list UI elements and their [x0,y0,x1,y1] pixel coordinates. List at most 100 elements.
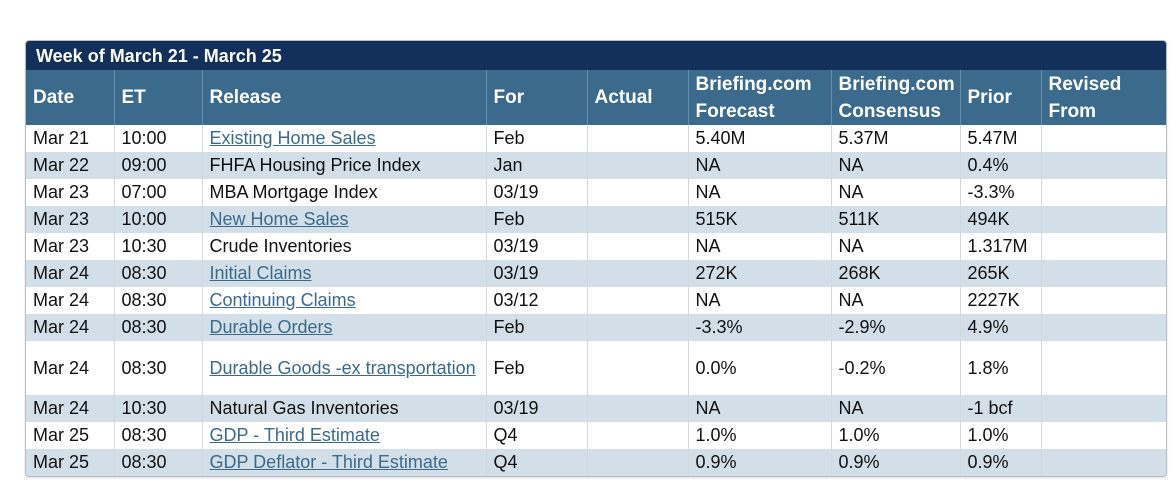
cell-forecast: 0.0% [688,341,832,395]
col-header-forecast-line2: Forecast [695,100,775,122]
release-link[interactable]: GDP Deflator - Third Estimate [209,452,448,472]
col-header-revised-line2: From [1048,100,1097,122]
cell-consensus: 511K [831,206,961,233]
col-header-consensus: Briefing.com Consensus [831,70,961,125]
release-link[interactable]: Continuing Claims [209,290,356,310]
cell-forecast: 515K [688,206,832,233]
cell-release: Continuing Claims [202,287,487,314]
cell-actual [587,341,689,395]
cell-consensus: 268K [831,260,961,287]
cell-consensus: -0.2% [831,341,961,395]
cell-forecast: 272K [688,260,832,287]
cell-prior: 1.0% [960,422,1042,449]
cell-forecast: -3.3% [688,314,832,341]
cell-for: Feb [486,314,588,341]
cell-et: 10:00 [114,206,203,233]
col-header-for: For [486,70,588,125]
cell-revised [1041,179,1166,206]
cell-actual [587,125,689,152]
col-header-revised: Revised From [1041,70,1166,125]
cell-et: 08:30 [114,422,203,449]
release-link[interactable]: Durable Goods -ex transportation [209,357,476,378]
cell-et: 08:30 [114,341,203,395]
cell-release: FHFA Housing Price Index [202,152,487,179]
header-row: Date ET Release For Actual Briefing.com F… [26,70,1166,125]
cell-prior: 0.9% [960,449,1042,476]
table-row: Mar 23 07:00 MBA Mortgage Index 03/19 NA NA -3… [26,179,1166,206]
cell-consensus: NA [831,287,961,314]
cell-date: Mar 24 [26,260,115,287]
table-row: Mar 24 08:30 Initial Claims 03/19 272K 268K 26… [26,260,1166,287]
cell-prior: -3.3% [960,179,1042,206]
cell-for: Feb [486,206,588,233]
week-title: Week of March 21 - March 25 [26,41,1166,70]
cell-for: 03/19 [486,179,588,206]
cell-revised [1041,449,1166,476]
cell-date: Mar 22 [26,152,115,179]
cell-release: MBA Mortgage Index [202,179,487,206]
cell-actual [587,152,689,179]
release-link[interactable]: Durable Orders [209,317,333,337]
cell-prior: 265K [960,260,1042,287]
table-row: Mar 23 10:00 New Home Sales Feb 515K 511K 494K [26,206,1166,233]
cell-for: Q4 [486,449,588,476]
cell-date: Mar 25 [26,422,115,449]
cell-actual [587,422,689,449]
cell-et: 07:00 [114,179,203,206]
cell-consensus: -2.9% [831,314,961,341]
col-header-et: ET [114,70,203,125]
table-row: Mar 22 09:00 FHFA Housing Price Index Jan NA… [26,152,1166,179]
cell-et: 10:30 [114,395,203,422]
col-header-date: Date [26,70,115,125]
cell-consensus: 0.9% [831,449,961,476]
release-link[interactable]: New Home Sales [209,209,349,229]
cell-date: Mar 23 [26,206,115,233]
cell-actual [587,233,689,260]
cell-consensus: NA [831,395,961,422]
release-link[interactable]: GDP - Third Estimate [209,425,380,445]
release-link[interactable]: Initial Claims [209,263,312,283]
cell-revised [1041,287,1166,314]
release-link[interactable]: Existing Home Sales [209,128,376,148]
cell-forecast: 0.9% [688,449,832,476]
table-row: Mar 25 08:30 GDP Deflator - Third Estimate… [26,449,1166,476]
cell-actual [587,179,689,206]
cell-prior: 1.8% [960,341,1042,395]
cell-for: 03/19 [486,395,588,422]
cell-for: Feb [486,125,588,152]
cell-revised [1041,341,1166,395]
cell-et: 10:30 [114,233,203,260]
cell-for: 03/19 [486,260,588,287]
cell-et: 10:00 [114,125,203,152]
cell-date: Mar 24 [26,287,115,314]
cell-et: 08:30 [114,449,203,476]
cell-et: 08:30 [114,314,203,341]
cell-prior: 0.4% [960,152,1042,179]
cell-actual [587,206,689,233]
cell-revised [1041,395,1166,422]
cell-release: Crude Inventories [202,233,487,260]
cell-actual [587,395,689,422]
cell-consensus: 1.0% [831,422,961,449]
cell-prior: 5.47M [960,125,1042,152]
cell-forecast: NA [688,287,832,314]
table-row: Mar 23 10:30 Crude Inventories 03/19 NA NA 1.3… [26,233,1166,260]
cell-prior: -1 bcf [960,395,1042,422]
cell-for: Jan [486,152,588,179]
col-header-forecast: Briefing.com Forecast [688,70,832,125]
cell-revised [1041,314,1166,341]
cell-consensus: NA [831,179,961,206]
col-header-actual: Actual [587,70,689,125]
cell-date: Mar 23 [26,233,115,260]
table-row: Mar 21 10:00 Existing Home Sales Feb 5.40M 5.… [26,125,1166,152]
cell-release: Durable Orders [202,314,487,341]
table-row: Mar 24 08:30 Durable Orders Feb -3.3% -2.9% 4.… [26,314,1166,341]
cell-release: Initial Claims [202,260,487,287]
cell-revised [1041,152,1166,179]
col-header-consensus-line2: Consensus [838,100,941,122]
cell-revised [1041,125,1166,152]
col-header-consensus-line1: Briefing.com [838,73,955,95]
cell-release: GDP - Third Estimate [202,422,487,449]
col-header-release: Release [202,70,487,125]
cell-date: Mar 23 [26,179,115,206]
